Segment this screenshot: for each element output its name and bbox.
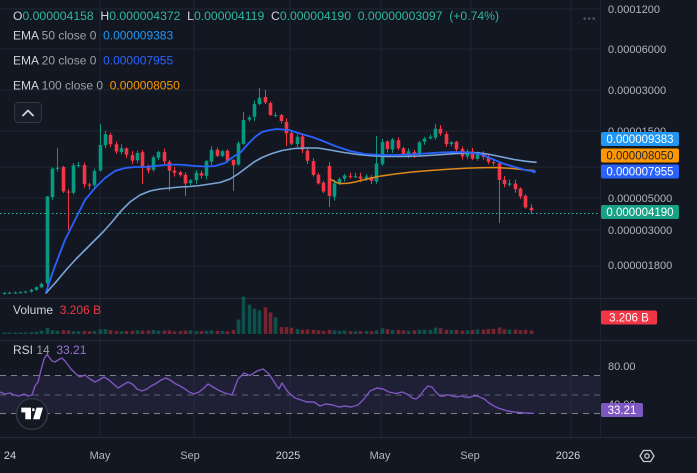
svg-text:EMA 100 close 0 0.000008050: EMA 100 close 0 0.000008050 — [13, 79, 180, 93]
svg-text:EMA 50 close 0 0.000009383: EMA 50 close 0 0.000009383 — [13, 29, 173, 43]
svg-text:0.000005000: 0.000005000 — [608, 193, 672, 205]
svg-text:3.206 B: 3.206 B — [609, 313, 649, 325]
svg-text:Sep: Sep — [180, 450, 200, 462]
svg-text:2025: 2025 — [276, 450, 300, 462]
svg-text:May: May — [370, 450, 391, 462]
svg-text:33.21: 33.21 — [608, 405, 637, 417]
svg-text:24: 24 — [4, 450, 16, 462]
svg-text:0.000004190: 0.000004190 — [606, 207, 673, 219]
svg-text:0.00006000: 0.00006000 — [608, 44, 666, 56]
svg-text:O0.000004158 H0.000004372 L0: O0.000004158 H0.000004372 L0.000004119 C… — [13, 9, 499, 23]
svg-text:0.000001800: 0.000001800 — [608, 260, 672, 272]
svg-text:May: May — [90, 450, 111, 462]
svg-text:0.000009383: 0.000009383 — [606, 134, 673, 146]
svg-text:EMA 20 close 0 0.000007955: EMA 20 close 0 0.000007955 — [13, 54, 173, 68]
svg-text:0.00003000: 0.00003000 — [608, 85, 666, 97]
svg-text:0.000007955: 0.000007955 — [606, 167, 673, 179]
svg-text:2026: 2026 — [556, 450, 580, 462]
svg-text:RSI 14 33.21: RSI 14 33.21 — [13, 343, 87, 357]
svg-text:•••: ••• — [583, 14, 597, 25]
svg-text:Volume 3.206 B: Volume 3.206 B — [13, 303, 101, 317]
svg-text:0.000008050: 0.000008050 — [606, 151, 673, 163]
svg-text:0.000003000: 0.000003000 — [608, 225, 672, 237]
svg-text:80.00: 80.00 — [608, 361, 636, 373]
svg-text:Sep: Sep — [460, 450, 480, 462]
svg-text:0.0001200: 0.0001200 — [608, 4, 660, 16]
